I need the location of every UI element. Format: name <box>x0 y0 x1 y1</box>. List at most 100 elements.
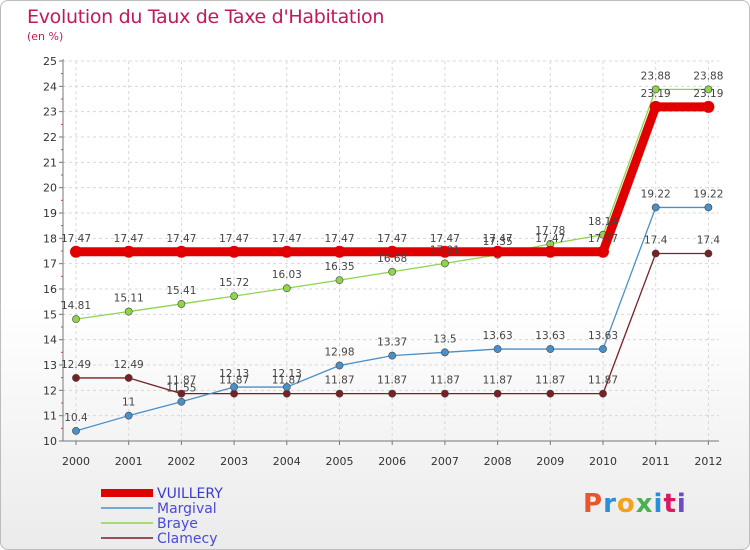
data-point-margival <box>651 203 660 212</box>
data-point-clamecy <box>282 389 291 398</box>
y-tick-label: 16 <box>43 283 57 296</box>
data-label-margival: 12.98 <box>324 347 354 359</box>
y-tick-label: 11 <box>43 410 57 423</box>
data-point-clamecy <box>651 249 660 258</box>
data-label-clamecy: 11.87 <box>166 375 196 387</box>
x-tick-label: 2000 <box>62 455 90 468</box>
x-tick-label: 2011 <box>642 455 670 468</box>
data-label-clamecy: 11.87 <box>272 375 302 387</box>
data-label-braye: 17.01 <box>430 244 460 256</box>
data-label-margival: 13.5 <box>433 333 456 345</box>
x-tick-label: 2008 <box>484 455 512 468</box>
x-tick-label: 2006 <box>378 455 406 468</box>
x-tick-label: 2005 <box>326 455 354 468</box>
legend-label-clamecy: Clamecy <box>157 531 217 547</box>
data-point-margival <box>440 348 449 357</box>
data-point-margival <box>282 383 291 391</box>
legend-label-braye: Braye <box>157 516 198 532</box>
x-tick-label: 2001 <box>115 455 143 468</box>
x-tick-label: 2002 <box>167 455 195 468</box>
y-tick-label: 18 <box>43 232 57 245</box>
data-label-braye: 23.88 <box>693 70 723 82</box>
labels-vuillery: 17.47 17.47 17.47 17.47 17.47 17.47 17.47 17.47… <box>61 88 723 245</box>
y-tick-label: 10 <box>43 435 57 448</box>
data-label-braye: 15.11 <box>114 293 144 305</box>
data-point-braye <box>388 267 397 276</box>
data-point-braye <box>177 300 186 308</box>
data-point-margival <box>124 411 133 420</box>
data-label-clamecy: 12.49 <box>114 359 144 371</box>
data-point-clamecy <box>440 389 449 398</box>
data-point-clamecy <box>388 389 397 398</box>
data-point-clamecy <box>704 249 713 258</box>
chart-subtitle: (en %) <box>27 30 64 43</box>
logo-letter: i <box>676 489 687 519</box>
data-label-clamecy: 11.87 <box>588 375 618 387</box>
data-point-braye <box>335 276 344 285</box>
data-label-vuillery: 17.47 <box>324 233 354 245</box>
data-label-clamecy: 17.4 <box>697 235 721 247</box>
data-label-vuillery: 17.47 <box>377 233 407 245</box>
data-point-clamecy <box>335 389 344 398</box>
data-label-clamecy: 17.4 <box>644 235 668 247</box>
data-label-braye: 15.41 <box>166 285 196 297</box>
data-point-margival <box>546 345 555 353</box>
data-label-margival: 13.63 <box>535 330 565 342</box>
logo-letter: i <box>653 489 664 519</box>
data-point-margival <box>230 383 238 391</box>
data-label-margival: 10.4 <box>64 412 88 424</box>
data-label-vuillery: 17.47 <box>535 233 565 245</box>
logo-letter: x <box>635 489 654 519</box>
data-point-vuillery <box>333 245 346 258</box>
data-point-braye <box>230 292 238 300</box>
y-tick-label: 15 <box>43 308 57 321</box>
data-label-clamecy: 11.87 <box>377 375 407 387</box>
data-point-vuillery <box>70 245 82 258</box>
grid <box>63 60 719 442</box>
y-tick-label: 14 <box>43 334 57 347</box>
x-tick-label: 2009 <box>536 455 564 468</box>
data-point-clamecy <box>230 389 238 398</box>
data-point-margival <box>335 361 344 370</box>
data-label-margival: 19.22 <box>693 188 723 200</box>
data-point-braye <box>282 284 291 293</box>
data-label-vuillery: 17.47 <box>166 233 196 245</box>
data-label-vuillery: 17.47 <box>272 233 302 245</box>
data-point-margival <box>704 203 713 212</box>
data-label-vuillery: 17.47 <box>219 233 249 245</box>
data-label-vuillery: 23.19 <box>693 88 723 100</box>
data-point-clamecy <box>124 374 133 382</box>
data-label-braye: 18.14 <box>588 216 618 228</box>
y-tick-label: 19 <box>43 207 57 220</box>
data-label-vuillery: 17.47 <box>483 233 513 245</box>
data-point-vuillery <box>122 245 135 258</box>
data-point-braye <box>124 307 133 316</box>
data-point-vuillery <box>280 245 293 258</box>
data-label-clamecy: 11.87 <box>219 375 249 387</box>
data-point-braye <box>651 85 660 94</box>
y-tick-label: 23 <box>43 106 57 119</box>
data-point-margival <box>493 345 502 353</box>
data-label-braye: 16.03 <box>272 269 302 281</box>
y-tick-label: 25 <box>43 55 57 68</box>
data-point-vuillery <box>386 245 399 258</box>
data-label-clamecy: 12.49 <box>61 359 91 371</box>
data-label-margival: 12.13 <box>272 368 302 380</box>
data-label-clamecy: 11.87 <box>324 375 354 387</box>
data-point-vuillery <box>438 245 451 258</box>
x-tick-label: 2004 <box>273 455 301 468</box>
data-point-clamecy <box>72 374 80 382</box>
series-margival <box>72 203 713 435</box>
logo-letter: P <box>583 489 604 519</box>
x-tick-label: 2010 <box>589 455 617 468</box>
labels-clamecy: 12.49 12.49 11.87 11.87 11.87 11.87 11.87 11.87… <box>61 235 720 387</box>
data-label-margival: 13.63 <box>588 330 618 342</box>
data-label-margival: 13.63 <box>483 330 513 342</box>
logo-letter: r <box>603 489 617 519</box>
data-label-vuillery: 23.19 <box>641 88 671 100</box>
y-tick-label: 13 <box>43 359 57 372</box>
data-label-vuillery: 17.47 <box>61 233 91 245</box>
data-label-clamecy: 11.87 <box>430 375 460 387</box>
